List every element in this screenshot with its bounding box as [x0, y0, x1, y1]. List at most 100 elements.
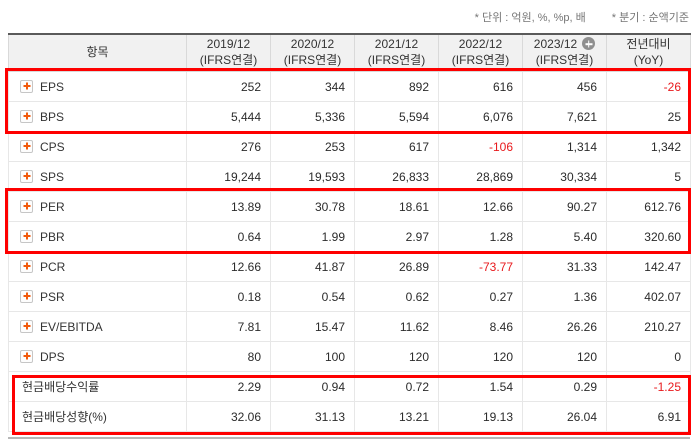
value-cell: 30,334 — [522, 161, 607, 192]
value-cell: 2.29 — [186, 371, 271, 402]
col-standard-label: (IFRS연결) — [367, 53, 426, 67]
col-standard-label: (IFRS연결) — [199, 53, 258, 67]
col-header-2022-12: 2022/12 (IFRS연결) — [438, 33, 523, 72]
value-cell: 5,444 — [186, 101, 271, 132]
value-cell: 142.47 — [606, 251, 691, 282]
value-cell: 19,593 — [270, 161, 355, 192]
row-label-text: 현금배당성향(%) — [22, 410, 107, 424]
value-cell: 31.33 — [522, 251, 607, 282]
value-cell: 5,594 — [354, 101, 439, 132]
value-cell: 120 — [522, 341, 607, 372]
value-cell: 0.72 — [354, 371, 439, 402]
value-cell: 26.26 — [522, 311, 607, 342]
expand-plus-icon[interactable] — [20, 289, 33, 303]
value-cell: 31.13 — [270, 401, 355, 432]
expand-plus-icon[interactable] — [20, 169, 33, 183]
table-row-PER: PER 13.89 30.78 18.61 12.66 90.27 612.76 — [8, 191, 691, 222]
financial-ratio-table-wrap: 항목 2019/12 (IFRS연결) 2020/12 (IFRS연결) 2021/12… — [8, 33, 691, 432]
row-label-cell: 현금배당성향(%) — [8, 401, 187, 432]
row-label-cell: BPS — [8, 101, 187, 132]
value-cell: -26 — [606, 71, 691, 102]
value-cell: 26.04 — [522, 401, 607, 432]
value-cell: 0.27 — [438, 281, 523, 312]
value-cell: 0.29 — [522, 371, 607, 402]
row-label-cell: PER — [8, 191, 187, 222]
col-standard-label: (IFRS연결) — [535, 53, 594, 67]
value-cell: 120 — [354, 341, 439, 372]
value-cell: 1.99 — [270, 221, 355, 252]
value-cell: 19,244 — [186, 161, 271, 192]
value-cell: 1.36 — [522, 281, 607, 312]
value-cell: 320.60 — [606, 221, 691, 252]
value-cell: 252 — [186, 71, 271, 102]
table-row-EV-EBITDA: EV/EBITDA 7.81 15.47 11.62 8.46 26.26 210.27 — [8, 311, 691, 342]
expand-plus-icon[interactable] — [20, 199, 33, 213]
value-cell: 120 — [438, 341, 523, 372]
row-label-text: DPS — [40, 349, 65, 364]
col-standard-label: (IFRS연결) — [283, 53, 342, 67]
value-cell: 15.47 — [270, 311, 355, 342]
value-cell: 80 — [186, 341, 271, 372]
value-cell: 612.76 — [606, 191, 691, 222]
value-cell: 6.91 — [606, 401, 691, 432]
header-row: 항목 2019/12 (IFRS연결) 2020/12 (IFRS연결) 2021/12… — [8, 33, 691, 72]
expand-plus-icon[interactable] — [20, 229, 33, 243]
expand-plus-icon[interactable] — [20, 109, 33, 123]
row-label-text: PBR — [40, 229, 65, 244]
col-header-전년대비: 전년대비 (YoY) — [606, 33, 691, 72]
row-label-cell: SPS — [8, 161, 187, 192]
value-cell: 892 — [354, 71, 439, 102]
row-label-cell: CPS — [8, 131, 187, 162]
row-label-cell: PCR — [8, 251, 187, 282]
row-label-text: 현금배당수익률 — [22, 380, 100, 394]
col-header-2020-12: 2020/12 (IFRS연결) — [270, 33, 355, 72]
add-column-plus-icon[interactable] — [582, 37, 596, 51]
value-cell: 402.07 — [606, 281, 691, 312]
col-period-label: 전년대비 — [626, 37, 671, 52]
value-cell: 8.46 — [438, 311, 523, 342]
value-cell: 12.66 — [438, 191, 523, 222]
row-label-cell: DPS — [8, 341, 187, 372]
col-period-label: 2019/12 — [206, 37, 251, 52]
expand-plus-icon[interactable] — [20, 319, 33, 333]
value-cell: 2.97 — [354, 221, 439, 252]
table-row-DPS: DPS 80 100 120 120 120 0 — [8, 341, 691, 372]
table-row-현금배당성향-: 현금배당성향(%) 32.06 31.13 13.21 19.13 26.04 6.91 — [8, 401, 691, 432]
expand-plus-icon[interactable] — [20, 259, 33, 273]
value-cell: 12.66 — [186, 251, 271, 282]
row-label-cell: EV/EBITDA — [8, 311, 187, 342]
col-standard-label: (YoY) — [633, 53, 664, 67]
value-cell: 1.54 — [438, 371, 523, 402]
col-header-2021-12: 2021/12 (IFRS연결) — [354, 33, 439, 72]
value-cell: 0.62 — [354, 281, 439, 312]
value-cell: 18.61 — [354, 191, 439, 222]
value-cell: 26.89 — [354, 251, 439, 282]
table-row-EPS: EPS 252 344 892 616 456 -26 — [8, 71, 691, 102]
value-cell: 210.27 — [606, 311, 691, 342]
col-period-label: 2020/12 — [290, 37, 335, 52]
value-cell: 19.13 — [438, 401, 523, 432]
value-cell: 0.18 — [186, 281, 271, 312]
expand-plus-icon[interactable] — [20, 79, 33, 93]
financial-ratio-table: 항목 2019/12 (IFRS연결) 2020/12 (IFRS연결) 2021/12… — [8, 33, 691, 432]
table-row-PSR: PSR 0.18 0.54 0.62 0.27 1.36 402.07 — [8, 281, 691, 312]
value-cell: 26,833 — [354, 161, 439, 192]
row-label-cell: EPS — [8, 71, 187, 102]
col-period-label: 2021/12 — [374, 37, 419, 52]
row-label-text: EPS — [40, 79, 65, 94]
expand-plus-icon[interactable] — [20, 349, 33, 363]
value-cell: 456 — [522, 71, 607, 102]
value-cell: 0.94 — [270, 371, 355, 402]
col-header-2019-12: 2019/12 (IFRS연결) — [186, 33, 271, 72]
table-row-PCR: PCR 12.66 41.87 26.89 -73.77 31.33 142.47 — [8, 251, 691, 282]
value-cell: -106 — [438, 131, 523, 162]
value-cell: 100 — [270, 341, 355, 372]
value-cell: 90.27 — [522, 191, 607, 222]
value-cell: 6,076 — [438, 101, 523, 132]
table-row-SPS: SPS 19,244 19,593 26,833 28,869 30,334 5 — [8, 161, 691, 192]
basis-note: * 분기 : 순액기준 — [611, 12, 689, 24]
table-row-BPS: BPS 5,444 5,336 5,594 6,076 7,621 25 — [8, 101, 691, 132]
table-row-CPS: CPS 276 253 617 -106 1,314 1,342 — [8, 131, 691, 162]
value-cell: -73.77 — [438, 251, 523, 282]
expand-plus-icon[interactable] — [20, 139, 33, 153]
